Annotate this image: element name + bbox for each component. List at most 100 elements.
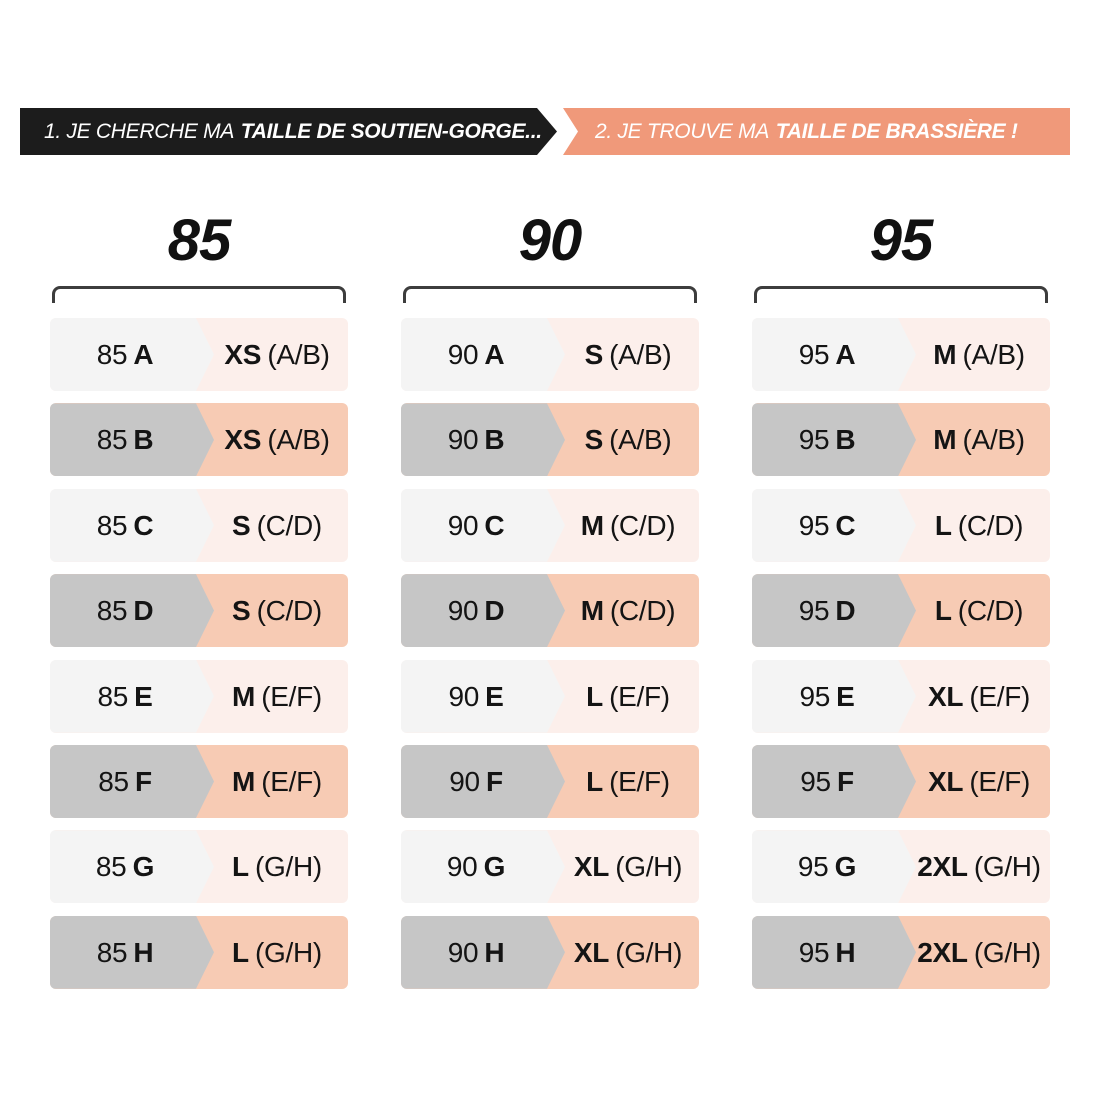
bra-band-number: 85 — [96, 936, 128, 968]
bralette-cup-range: (E/F) — [969, 765, 1031, 797]
conversion-row-85-C: 85 C S (C/D) — [50, 488, 348, 562]
bralette-size-label: M — [933, 339, 957, 370]
bra-cup-letter: H — [133, 936, 154, 968]
arrow-segment-icon — [752, 318, 916, 391]
bralette-size-cell: M (C/D) — [557, 574, 699, 647]
bralette-size-label: XL — [573, 936, 610, 968]
band-size-heading: 95 — [869, 208, 934, 273]
bralette-cup-range: (A/B) — [609, 339, 672, 370]
bra-band-number: 85 — [96, 595, 128, 627]
bra-band-number: 95 — [797, 851, 829, 883]
bralette-size-cell: XL (E/F) — [908, 745, 1050, 818]
bralette-cup-range: (A/B) — [962, 339, 1025, 370]
bra-size-cell: 90 A — [401, 318, 551, 391]
bra-band-number: 85 — [96, 424, 128, 456]
conversion-row-95-D: 95 D L (C/D) — [752, 574, 1050, 648]
bra-band-number: 95 — [800, 765, 831, 797]
conversion-row-90-F: 90 F L (E/F) — [401, 744, 699, 818]
bra-size-cell: 95 E — [752, 660, 902, 733]
bra-size-cell: 95 B — [752, 403, 902, 476]
bralette-size-cell: S (A/B) — [557, 318, 699, 391]
bra-cup-letter: G — [132, 851, 155, 883]
bralette-size-cell: XL (E/F) — [908, 660, 1050, 733]
arrow-segment-icon — [752, 489, 916, 562]
bralette-size-cell: L (C/D) — [908, 574, 1050, 647]
bracket-icon — [403, 286, 697, 303]
conversion-row-90-G: 90 G XL (G/H) — [401, 830, 699, 904]
bra-size-cell: 90 D — [401, 574, 551, 647]
bra-cup-letter: H — [484, 936, 505, 968]
bra-size-cell: 90 H — [401, 916, 551, 989]
bra-band-number: 95 — [798, 339, 830, 370]
arrow-segment-icon — [401, 574, 565, 647]
band-size-heading: 85 — [167, 208, 232, 273]
bra-cup-letter: F — [836, 765, 854, 797]
bralette-cup-range: (C/D) — [256, 595, 323, 627]
bra-cup-letter: B — [835, 424, 856, 456]
bra-band-number: 90 — [448, 680, 479, 712]
bra-size-cell: 95 A — [752, 318, 902, 391]
bralette-cup-range: (C/D) — [957, 595, 1024, 627]
bra-cup-letter: G — [834, 851, 857, 883]
bra-size-cell: 85 H — [50, 916, 200, 989]
bra-size-cell: 95 D — [752, 574, 902, 647]
step1-prefix-text: 1. JE CHERCHE MA — [44, 119, 235, 143]
arrow-segment-icon — [401, 318, 565, 391]
bralette-cup-range: (E/F) — [609, 680, 670, 712]
bra-band-number: 85 — [96, 509, 128, 541]
bra-size-cell: 85 E — [50, 660, 200, 733]
bra-size-cell: 95 C — [752, 489, 902, 562]
bra-cup-letter: C — [835, 509, 856, 541]
bralette-size-cell: L (G/H) — [206, 916, 348, 989]
bralette-size-cell: XS (A/B) — [206, 403, 348, 476]
bra-cup-letter: E — [134, 680, 153, 712]
bralette-cup-range: (G/H) — [615, 936, 683, 968]
bra-cup-letter: F — [485, 765, 503, 797]
bralette-size-label: L — [586, 680, 603, 712]
bralette-size-label: M — [232, 765, 256, 797]
conversion-row-90-B: 90 B S (A/B) — [401, 403, 699, 477]
arrow-segment-icon — [50, 660, 214, 733]
arrow-segment-icon — [50, 574, 214, 647]
arrow-segment-icon — [50, 318, 214, 391]
step1-banner: 1. JE CHERCHE MA TAILLE DE SOUTIEN-GORGE… — [20, 108, 557, 155]
arrow-segment-icon — [752, 574, 916, 647]
conversion-rows: 95 A M (A/B) 95 B M (A/B) 95 C L (C/D) 95 D L (C… — [752, 318, 1050, 989]
band-size-heading: 90 — [518, 208, 583, 273]
bralette-size-label: L — [232, 936, 249, 968]
bralette-size-cell: 2XL (G/H) — [908, 830, 1050, 903]
bra-band-number: 90 — [447, 509, 479, 541]
bralette-cup-range: (C/D) — [609, 595, 676, 627]
bra-band-number: 95 — [798, 509, 830, 541]
bralette-size-cell: M (E/F) — [206, 745, 348, 818]
bra-cup-letter: E — [836, 680, 855, 712]
bralette-cup-range: (G/H) — [973, 936, 1041, 968]
arrow-segment-icon — [401, 489, 565, 562]
bra-band-number: 85 — [97, 680, 128, 712]
bra-cup-letter: A — [133, 339, 154, 370]
arrow-segment-icon — [752, 403, 916, 476]
conversion-row-85-A: 85 A XS (A/B) — [50, 318, 348, 391]
conversion-row-90-C: 90 C M (C/D) — [401, 488, 699, 562]
bra-band-number: 90 — [447, 339, 479, 370]
conversion-row-90-A: 90 A S (A/B) — [401, 318, 699, 391]
bra-band-number: 85 — [96, 339, 128, 370]
bra-size-cell: 95 F — [752, 745, 902, 818]
bralette-size-cell: L (E/F) — [557, 660, 699, 733]
bra-size-cell: 85 B — [50, 403, 200, 476]
bralette-size-label: L — [586, 765, 603, 797]
bra-band-number: 85 — [95, 851, 127, 883]
bralette-size-cell: S (A/B) — [557, 403, 699, 476]
bralette-cup-range: (G/H) — [973, 851, 1041, 883]
arrow-segment-icon — [752, 660, 916, 733]
bralette-size-label: 2XL — [917, 936, 968, 968]
arrow-segment-icon — [752, 745, 916, 818]
size-column-85: 85 85 A XS (A/B) 85 B XS (A/B) 85 C S (C/D) 8 — [50, 210, 348, 989]
bralette-cup-range: (E/F) — [609, 765, 670, 797]
bra-band-number: 95 — [799, 680, 830, 712]
bralette-cup-range: (G/H) — [255, 851, 322, 883]
bra-size-cell: 90 C — [401, 489, 551, 562]
step2-emphasis-text: TAILLE DE BRASSIÈRE ! — [775, 119, 1018, 143]
bralette-size-label: S — [584, 424, 604, 456]
conversion-row-95-G: 95 G 2XL (G/H) — [752, 830, 1050, 904]
